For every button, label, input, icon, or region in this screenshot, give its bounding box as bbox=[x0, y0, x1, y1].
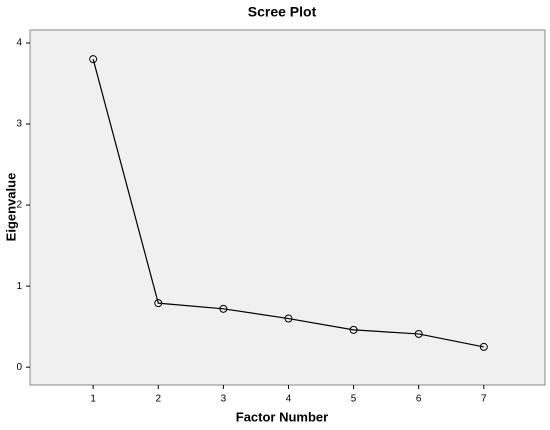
x-tick-label: 7 bbox=[481, 394, 487, 405]
point bbox=[414, 329, 423, 338]
point bbox=[154, 299, 163, 308]
x-tick-label: 4 bbox=[286, 394, 292, 405]
point bbox=[349, 325, 358, 334]
x-tick-label: 3 bbox=[221, 394, 227, 405]
x-tick-label: 1 bbox=[90, 394, 96, 405]
point bbox=[479, 342, 488, 351]
y-tick-label: 4 bbox=[16, 38, 22, 49]
line bbox=[92, 59, 484, 348]
x-tick-label: 2 bbox=[155, 394, 161, 405]
x-tick-label: 6 bbox=[416, 394, 422, 405]
y-tick-label: 3 bbox=[16, 119, 22, 130]
y-tick-label: 2 bbox=[16, 200, 22, 211]
y-tick-label: 1 bbox=[16, 281, 22, 292]
point bbox=[89, 55, 98, 64]
y-axis-title: Eigenvalue bbox=[3, 173, 18, 242]
plot-area bbox=[29, 29, 546, 386]
point bbox=[284, 314, 293, 323]
chart-title: Scree Plot bbox=[248, 4, 317, 20]
y-tick-label: 0 bbox=[16, 362, 22, 373]
x-axis-title: Factor Number bbox=[236, 409, 328, 424]
point bbox=[219, 304, 228, 313]
x-tick-label: 5 bbox=[351, 394, 357, 405]
